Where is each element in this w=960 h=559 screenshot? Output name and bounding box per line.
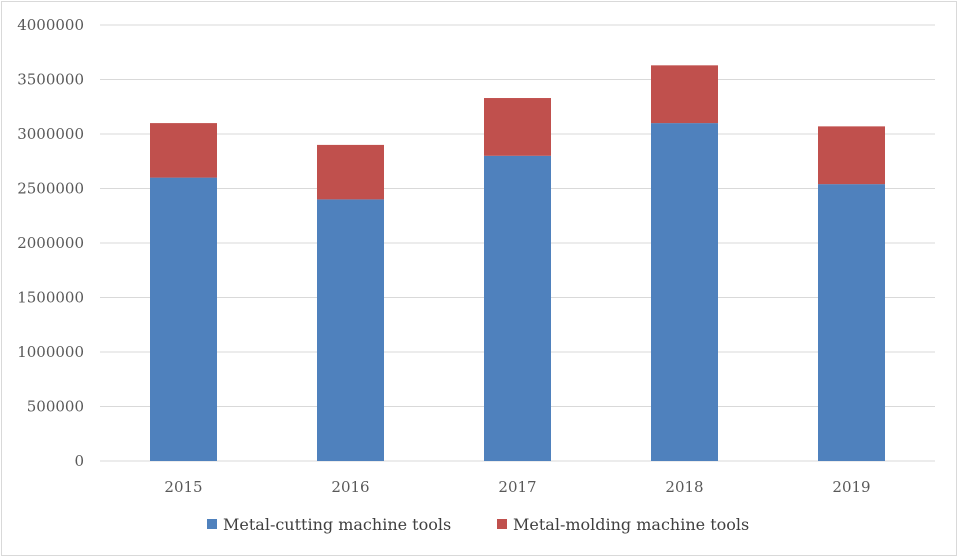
bar-2016-series-0 (317, 199, 384, 461)
legend-label-0: Metal-cutting machine tools (223, 515, 451, 534)
bar-2017-series-0 (484, 155, 551, 462)
y-tick-label-3: 1500000 (17, 289, 84, 307)
y-axis-tick-labels: 0 500000 1000000 1500000 2000000 2500000 30000… (17, 16, 84, 470)
x-tick-label-2019: 2019 (832, 478, 870, 496)
bar-2016-series-1 (317, 144, 384, 200)
legend-swatch-1 (497, 519, 507, 529)
x-tick-label-2016: 2016 (331, 478, 369, 496)
y-tick-label-6: 3000000 (17, 125, 84, 143)
bar-2019-series-1 (818, 126, 885, 185)
x-tick-label-2018: 2018 (665, 478, 703, 496)
y-tick-label-1: 500000 (27, 398, 84, 416)
y-tick-label-5: 2500000 (17, 180, 84, 198)
x-tick-label-2017: 2017 (498, 478, 536, 496)
bar-2019-series-0 (818, 184, 885, 461)
bar-2018-series-0 (651, 123, 718, 461)
legend-swatch-0 (207, 519, 217, 529)
bar-2015-series-0 (150, 177, 217, 461)
bars (150, 65, 885, 462)
bar-2015-series-1 (150, 123, 217, 178)
y-tick-label-2: 1000000 (17, 343, 84, 361)
legend-label-1: Metal-molding machine tools (513, 515, 749, 534)
y-tick-label-8: 4000000 (17, 16, 84, 34)
y-tick-label-4: 2000000 (17, 234, 84, 252)
x-tick-label-2015: 2015 (164, 478, 202, 496)
y-tick-label-7: 3500000 (17, 71, 84, 89)
y-tick-label-0: 0 (74, 452, 84, 470)
bar-2018-series-1 (651, 65, 718, 124)
bar-2017-series-1 (484, 98, 551, 156)
x-axis-tick-labels: 2015 2016 2017 2018 2019 (164, 478, 870, 496)
legend: Metal-cutting machine tools Metal-molding… (207, 515, 749, 534)
